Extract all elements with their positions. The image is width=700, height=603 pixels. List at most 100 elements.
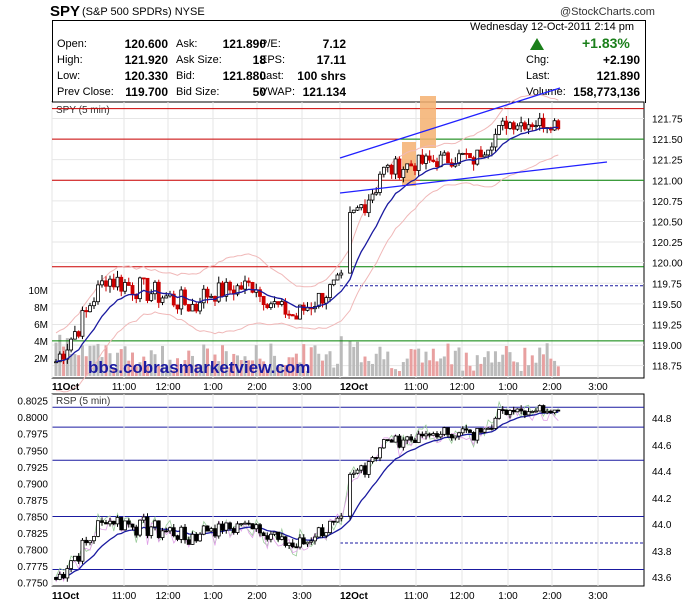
rsp-candle-body bbox=[359, 465, 364, 471]
price-candle-body bbox=[420, 154, 425, 164]
price-candle-body bbox=[149, 293, 154, 301]
price-candle-body bbox=[216, 282, 221, 302]
price-candle-body bbox=[541, 117, 546, 129]
volume-value: 158,773,136 bbox=[573, 85, 640, 99]
price-candle-body bbox=[153, 281, 157, 295]
rsp-candle-body bbox=[374, 457, 379, 459]
price-candle-body bbox=[335, 274, 340, 281]
price-candle-body bbox=[519, 122, 524, 127]
rsp-candle-body bbox=[228, 522, 232, 529]
volume-bar bbox=[298, 362, 302, 376]
rsp-y-tick-right: 44.0 bbox=[652, 520, 672, 531]
bid-size-value: 50 bbox=[252, 85, 266, 99]
volume-bar bbox=[493, 351, 497, 376]
rsp-candle-body bbox=[339, 515, 344, 519]
volume-bar bbox=[336, 363, 339, 376]
rsp-candle-body bbox=[413, 439, 417, 443]
price-candle-body bbox=[370, 193, 375, 201]
rsp-candle-body bbox=[265, 535, 270, 540]
volume-bar bbox=[324, 354, 328, 376]
rsp-candle-body bbox=[92, 535, 96, 542]
price-x-tick: 2:00 bbox=[542, 382, 562, 393]
volume-bar bbox=[187, 350, 191, 376]
volume-bar bbox=[328, 351, 332, 376]
rsp-candle-body bbox=[313, 536, 317, 542]
price-candle-body bbox=[552, 120, 557, 131]
volume-y-tick: 8M bbox=[34, 303, 48, 314]
volume-bar bbox=[73, 354, 77, 376]
price-candle-body bbox=[331, 279, 336, 286]
rsp-candle-body bbox=[324, 532, 329, 537]
rsp-candle-body bbox=[145, 516, 150, 536]
volume-y-axis: 10M 8M 6M 4M 2M bbox=[29, 286, 48, 365]
rsp-candle-body bbox=[335, 517, 340, 523]
price-candle-body bbox=[279, 301, 284, 305]
rsp-candle-body bbox=[283, 536, 288, 546]
date-time: Wednesday 12-Oct-2011 2:14 pm bbox=[470, 21, 635, 33]
price-candle-body bbox=[316, 292, 321, 307]
ask-size-value: 18 bbox=[252, 53, 266, 67]
price-panel-frame bbox=[51, 101, 645, 379]
rsp-candle-body bbox=[534, 410, 538, 413]
volume-bar bbox=[294, 353, 298, 376]
price-x-tick: 11Oct bbox=[52, 382, 80, 393]
volume-bar bbox=[442, 356, 446, 376]
rsp-candle-body bbox=[548, 410, 553, 414]
price-candle-body bbox=[556, 120, 561, 130]
volume-bar bbox=[134, 366, 138, 376]
volume-bar bbox=[127, 360, 131, 376]
rsp-y-tick-right: 43.6 bbox=[652, 573, 672, 584]
rsp-candle-body bbox=[331, 520, 336, 523]
price-y-tick: 119.00 bbox=[652, 341, 682, 352]
volume-bar bbox=[77, 355, 81, 376]
rsp-candle-body bbox=[493, 417, 498, 429]
price-candle-body bbox=[397, 158, 402, 179]
rsp-y-tick: 0.7875 bbox=[17, 496, 48, 507]
price-candle-body bbox=[508, 122, 512, 129]
rsp-candle-body bbox=[246, 522, 251, 525]
price-candle-body bbox=[104, 280, 108, 287]
volume-bar bbox=[321, 360, 324, 376]
price-candle-body bbox=[258, 289, 262, 297]
price-candle-body bbox=[328, 284, 332, 298]
price-candle-body bbox=[446, 152, 450, 164]
volume-bar bbox=[367, 360, 371, 376]
rsp-candle-body bbox=[57, 573, 62, 580]
price-y-tick: 121.75 bbox=[652, 114, 683, 125]
volume-bar bbox=[262, 361, 266, 376]
volume-bar bbox=[243, 356, 247, 376]
prev-close-value: 119.700 bbox=[125, 85, 168, 99]
volume-bar bbox=[194, 364, 198, 376]
watermark-text: bbs.cobrasmarketview.com bbox=[88, 358, 311, 377]
price-x-tick: 11:00 bbox=[112, 382, 137, 393]
volume-bar bbox=[553, 360, 557, 376]
volume-bar bbox=[512, 361, 516, 376]
volume-bar bbox=[446, 343, 450, 376]
price-candle-body bbox=[486, 149, 491, 156]
price-y-tick: 120.50 bbox=[652, 217, 683, 228]
rsp-x-tick: 12Oct bbox=[340, 591, 368, 602]
price-candle-body bbox=[276, 301, 281, 305]
volume-bar bbox=[530, 355, 534, 376]
rsp-candle-body bbox=[168, 527, 172, 532]
price-y-tick: 119.50 bbox=[652, 300, 682, 311]
ma-line bbox=[55, 126, 559, 363]
price-candle-body bbox=[482, 154, 487, 158]
volume-y-tick: 4M bbox=[34, 337, 48, 348]
rsp-candle-body bbox=[258, 524, 262, 534]
volume-bar bbox=[401, 362, 405, 376]
volume-bar bbox=[221, 345, 224, 376]
rsp-candle-body bbox=[96, 520, 100, 537]
price-candle-body bbox=[348, 212, 352, 274]
volume-bar bbox=[287, 357, 291, 376]
rsp-candle-body bbox=[186, 539, 191, 545]
price-candle-body bbox=[57, 353, 62, 363]
last-label: Last: bbox=[526, 70, 550, 82]
volume-bar bbox=[519, 370, 523, 376]
price-candle-body bbox=[272, 301, 277, 305]
rsp-x-tick: 11:00 bbox=[112, 591, 137, 602]
price-candle-body bbox=[504, 120, 509, 129]
volume-bar bbox=[409, 348, 413, 376]
rsp-candle-body bbox=[123, 520, 127, 531]
volume-bar bbox=[501, 354, 505, 376]
